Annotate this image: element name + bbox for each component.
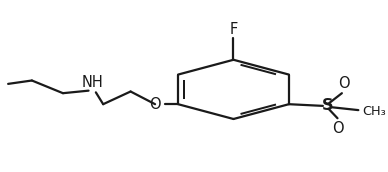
Text: NH: NH xyxy=(81,75,103,90)
Text: F: F xyxy=(229,22,237,37)
Text: O: O xyxy=(149,97,161,112)
Text: S: S xyxy=(322,98,333,113)
Text: CH₃: CH₃ xyxy=(362,105,386,118)
Text: O: O xyxy=(338,76,350,91)
Text: O: O xyxy=(333,121,344,136)
